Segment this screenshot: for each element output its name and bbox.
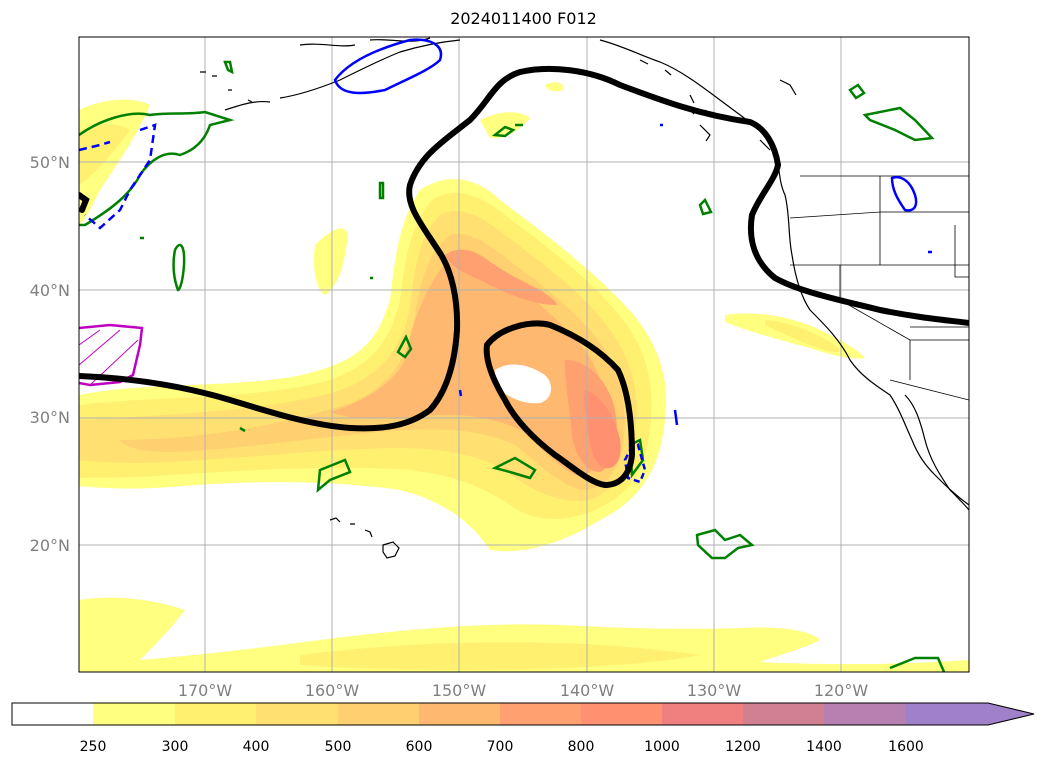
ivt-gap (495, 364, 552, 404)
lon-label-150w: 150°W (431, 681, 487, 700)
colorbar-segment (338, 703, 419, 725)
colorbar-segment (662, 703, 743, 725)
lon-label-140w: 140°W (559, 681, 615, 700)
colorbar-extend-arrow (988, 703, 1034, 725)
colorbar-label: 1200 (725, 739, 761, 755)
state-borders (789, 175, 969, 401)
colorbar-segment (93, 703, 175, 725)
ivt-plume-700 (445, 249, 617, 472)
ivt-shading (79, 82, 969, 672)
blue-contours (79, 38, 932, 484)
lon-label-170w: 170°W (177, 681, 233, 700)
lon-label-120w: 120°W (813, 681, 869, 700)
colorbar-segment (906, 703, 988, 725)
colorbar-label: 400 (242, 739, 270, 755)
colorbar-label: 300 (161, 739, 189, 755)
colorbar-segment (743, 703, 824, 725)
colorbar-label: 250 (79, 739, 107, 755)
colorbar-segment (256, 703, 338, 725)
colorbar-label: 500 (324, 739, 352, 755)
colorbar-segment (824, 703, 906, 725)
ivt-plume-600 (330, 256, 610, 476)
colorbar-label: 1400 (806, 739, 842, 755)
colorbar-label: 1600 (888, 739, 924, 755)
colorbar-label: 700 (486, 739, 514, 755)
ivt-north-patch (480, 112, 530, 139)
colorbar-segment (419, 703, 500, 725)
map-title: 2024011400 F012 (450, 9, 597, 28)
lat-label-20n: 20°N (29, 536, 70, 555)
lat-label-50n: 50°N (29, 153, 70, 172)
map-frame (78, 36, 970, 673)
black-contours (79, 65, 969, 489)
ivt-west-patch (313, 228, 348, 295)
lon-label-130w: 130°W (686, 681, 742, 700)
ivt-south-band (79, 597, 969, 672)
colorbar-segment (12, 703, 93, 725)
graticule (79, 37, 969, 672)
colorbar (11, 702, 1035, 726)
colorbar-label: 1000 (644, 739, 680, 755)
ivt-plume-800 (584, 390, 621, 469)
colorbar-segment (500, 703, 581, 725)
colorbar-segment (581, 703, 662, 725)
lon-label-160w: 160°W (304, 681, 360, 700)
colorbar-segment (175, 703, 256, 725)
colorbar-label: 800 (567, 739, 595, 755)
colorbar-label: 600 (405, 739, 433, 755)
lat-label-40n: 40°N (29, 281, 70, 300)
lat-label-30n: 30°N (29, 408, 70, 427)
